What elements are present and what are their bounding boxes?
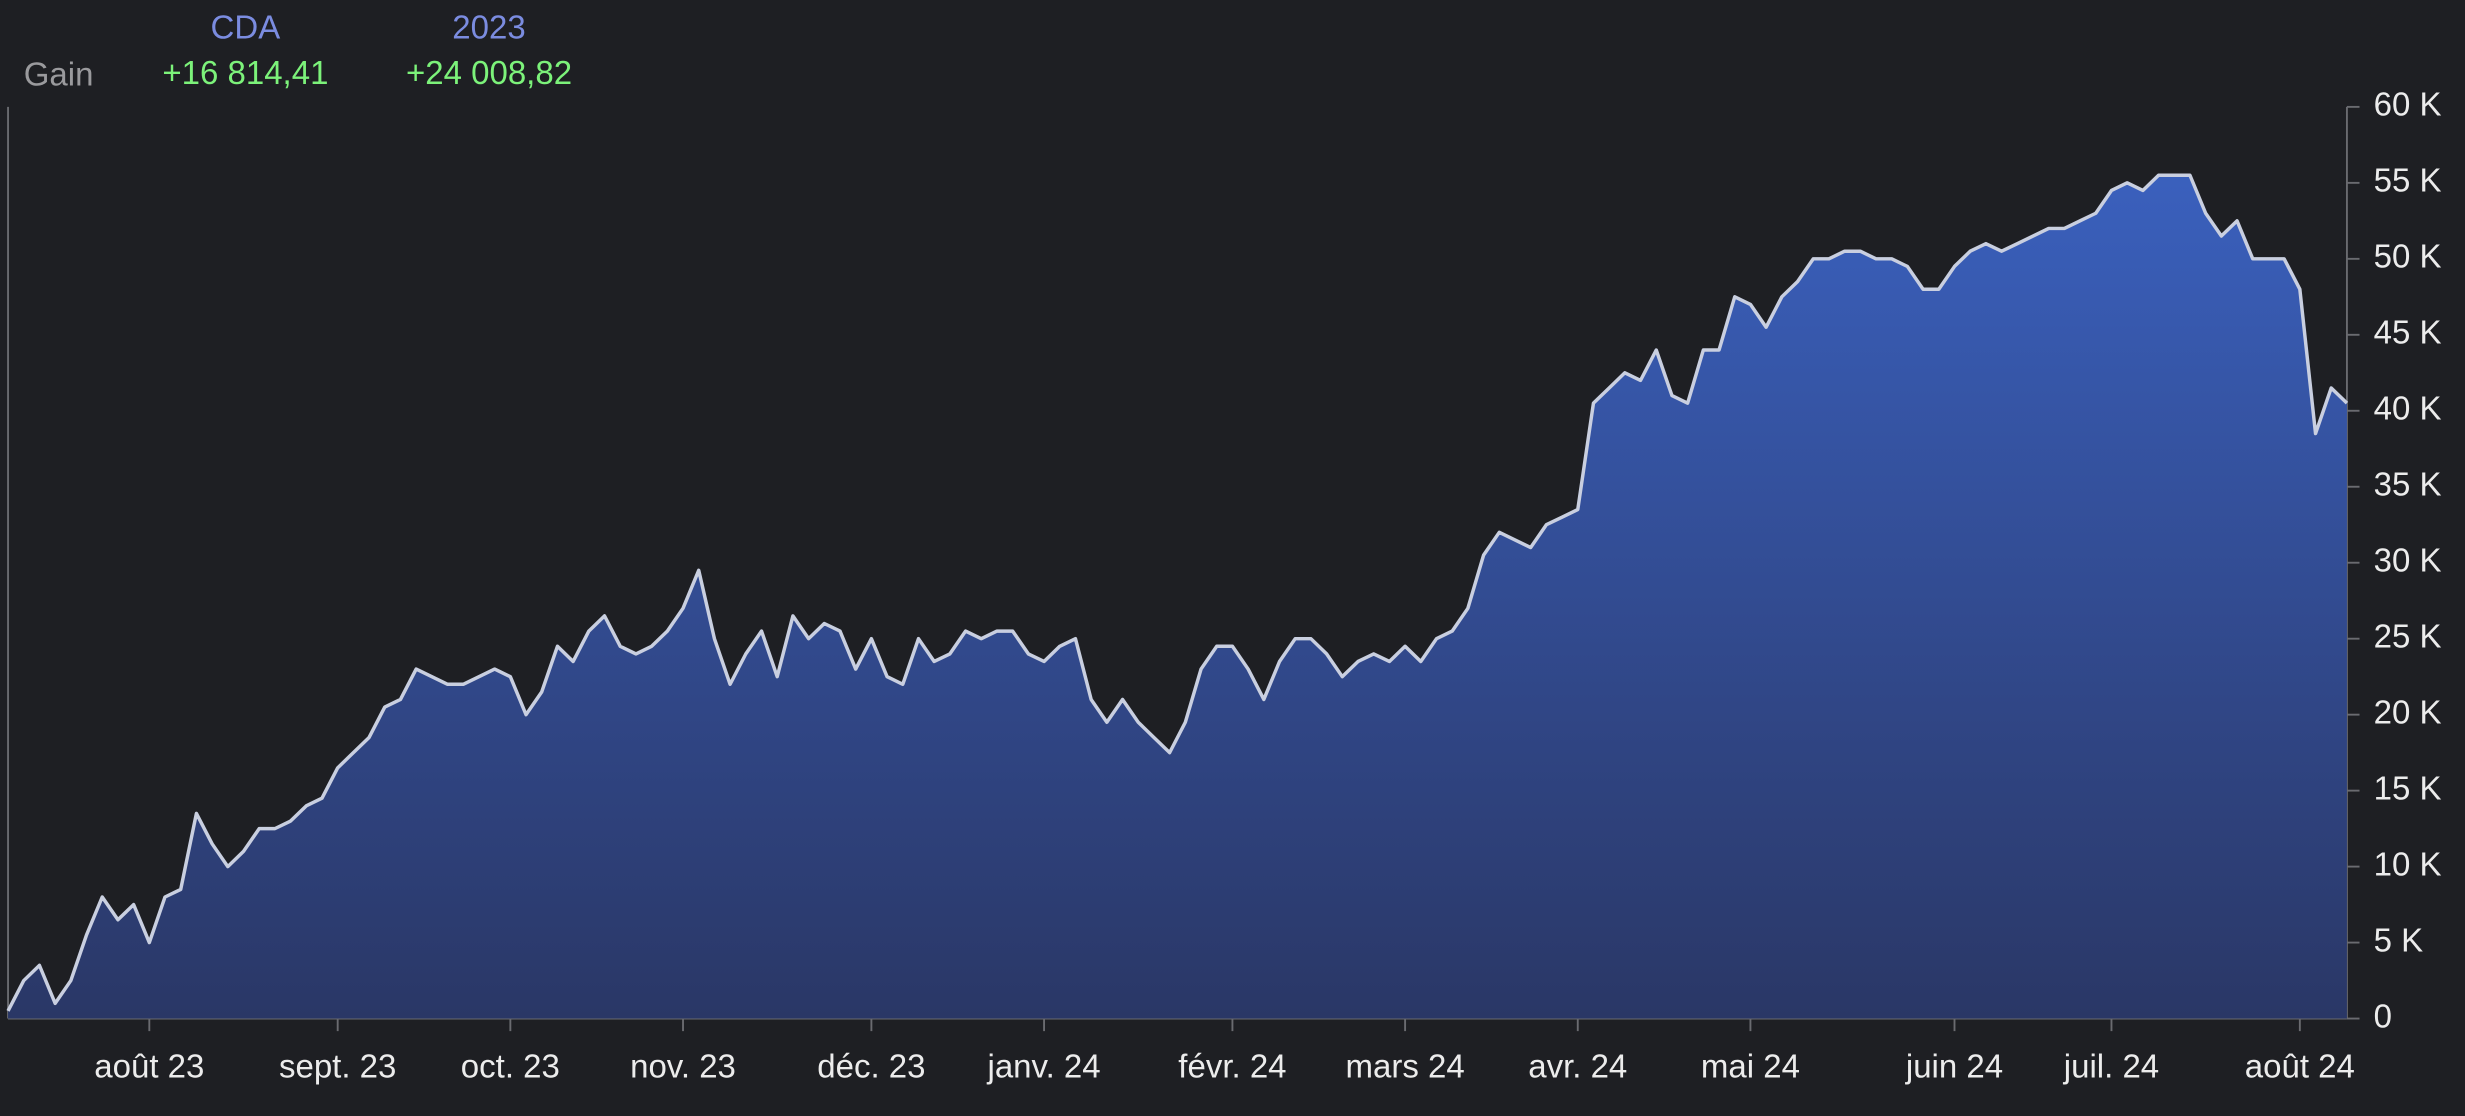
y-tick-label: 40 K [2374,389,2442,426]
x-tick-label: avr. 24 [1528,1048,1627,1085]
x-tick-label: oct. 23 [461,1048,560,1085]
x-tick-label: juin 24 [1905,1048,2003,1085]
gain-value: +24 008,82 [406,54,572,91]
x-tick-label: mai 24 [1701,1048,1800,1085]
x-tick-label: nov. 23 [630,1048,736,1085]
line [6,173,2349,1012]
area [8,175,2347,1019]
y-tick-label: 0 [2374,997,2392,1034]
x-tick-label: janv. 24 [986,1048,1100,1085]
gain-value: +16 814,41 [162,54,328,91]
y-tick-label: 45 K [2374,314,2442,351]
y-tick-label: 55 K [2374,162,2442,199]
y-tick-label: 25 K [2374,617,2442,654]
x-tick-label: mars 24 [1345,1048,1464,1085]
y-tick-label: 50 K [2374,238,2442,275]
row-label: Gain [24,56,94,93]
column-header: 2023 [452,9,525,46]
y-tick-label: 10 K [2374,845,2442,882]
x-tick-label: févr. 24 [1178,1048,1286,1085]
y-tick-label: 30 K [2374,541,2442,578]
y-tick-label: 60 K [2374,86,2442,123]
x-tick-label: juil. 24 [2063,1048,2159,1085]
y-tick-label: 5 K [2374,921,2424,958]
y-tick-label: 35 K [2374,465,2442,502]
column-header: CDA [211,9,281,46]
x-tick-label: août 24 [2245,1048,2355,1085]
y-tick-label: 20 K [2374,693,2442,730]
y-tick-label: 15 K [2374,769,2442,806]
x-tick-label: déc. 23 [817,1048,925,1085]
x-tick-label: août 23 [94,1048,204,1085]
x-tick-label: sept. 23 [279,1048,396,1085]
